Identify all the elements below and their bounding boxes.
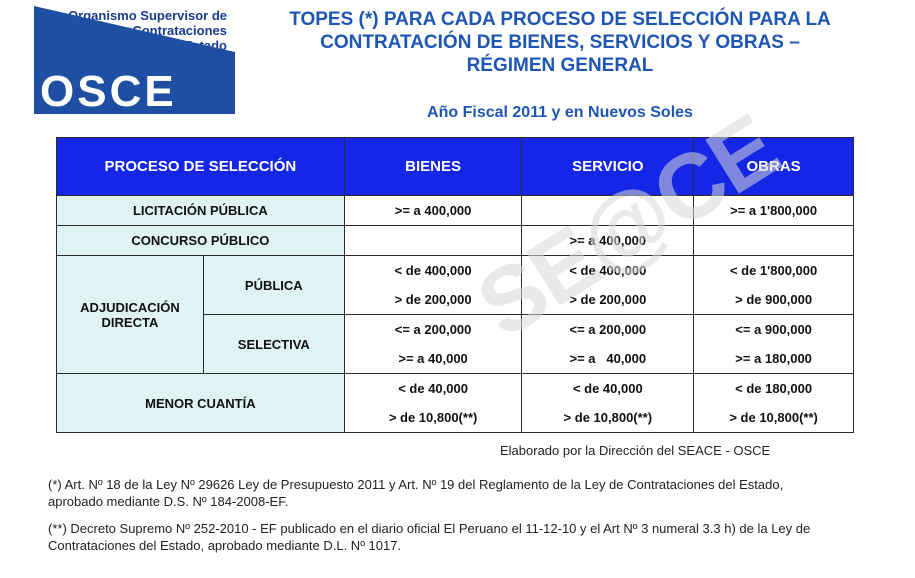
licitacion-bienes: >= a 400,000: [343, 195, 523, 226]
header-servicio: SERVICIO: [521, 137, 695, 196]
adjudicacion-label-line2: DIRECTA: [101, 314, 159, 330]
publica-servicio-min: > de 200,000: [569, 292, 647, 307]
selectiva-bienes-min: >= a 40,000: [398, 351, 468, 366]
header-bienes: BIENES: [343, 137, 523, 196]
row-concurso: CONCURSO PÚBLICO >= a 400,000: [56, 225, 854, 256]
logo-shape: [34, 6, 235, 114]
title-line2: CONTRATACIÓN DE BIENES, SERVICIOS Y OBRA…: [320, 32, 800, 53]
header-proceso: PROCESO DE SELECCIÓN: [56, 137, 345, 196]
table-header-row: PROCESO DE SELECCIÓN BIENES SERVICIO OBR…: [56, 137, 854, 196]
row-adjudicacion-selectiva: SELECTIVA <= a 200,000 >= a 40,000 <= a …: [57, 314, 854, 374]
header-obras: OBRAS: [693, 137, 854, 196]
logo-org-line1: Organismo Supervisor de: [68, 8, 227, 23]
osce-logo: Organismo Supervisor de las Contratacion…: [34, 6, 235, 114]
selectiva-bienes-max: <= a 200,000: [394, 322, 472, 337]
adjudicacion-label: ADJUDICACIÓN DIRECTA: [56, 255, 204, 374]
footnote-1: (*) Art. Nº 18 de la Ley Nº 29626 Ley de…: [48, 477, 784, 509]
selectiva-obras-max: <= a 900,000: [735, 322, 812, 337]
menor-servicio: < de 40,000 > de 10,800(**): [521, 373, 695, 433]
title-line3: RÉGIMEN GENERAL: [466, 55, 654, 76]
title-line1: TOPES (*) PARA CADA PROCESO DE SELECCIÓN…: [289, 9, 831, 30]
menor-bienes-min: > de 10,800(**): [388, 410, 478, 425]
publica-bienes: < de 400,000 > de 200,000: [343, 255, 523, 315]
menor-obras-max: < de 180,000: [735, 381, 813, 396]
selectiva-obras-min: >= a 180,000: [735, 351, 812, 366]
selectiva-bienes: <= a 200,000 >= a 40,000: [343, 314, 523, 374]
publica-obras: < de 1'800,000 > de 900,000: [693, 255, 854, 315]
publica-bienes-min: > de 200,000: [394, 292, 472, 307]
concurso-bienes: [343, 225, 523, 256]
menor-label: MENOR CUANTÍA: [56, 373, 345, 433]
licitacion-servicio: [521, 195, 695, 226]
row-adjudicacion-publica: ADJUDICACIÓN DIRECTA PÚBLICA < de 400,00…: [56, 255, 854, 374]
licitacion-label: LICITACIÓN PÚBLICA: [56, 195, 345, 226]
selectiva-label: SELECTIVA: [202, 314, 345, 374]
menor-servicio-min: > de 10,800(**): [563, 410, 653, 425]
page-subtitle: Año Fiscal 2011 y en Nuevos Soles: [427, 104, 693, 121]
selectiva-obras: <= a 900,000 >= a 180,000: [693, 314, 854, 374]
menor-bienes-max: < de 40,000: [398, 381, 468, 396]
row-menor-cuantia: MENOR CUANTÍA < de 40,000 > de 10,800(**…: [56, 373, 854, 433]
publica-obras-max: < de 1'800,000: [729, 263, 818, 278]
selectiva-servicio-min: >= a 40,000: [569, 351, 647, 366]
page-title: TOPES (*) PARA CADA PROCESO DE SELECCIÓN…: [240, 8, 880, 77]
credit-line: Elaborado por la Dirección del SEACE - O…: [500, 443, 771, 458]
topes-table: PROCESO DE SELECCIÓN BIENES SERVICIO OBR…: [56, 137, 854, 433]
adjudicacion-label-line1: ADJUDICACIÓN: [80, 299, 180, 315]
publica-obras-min: > de 900,000: [735, 292, 813, 307]
footnote-2: (**) Decreto Supremo Nº 252-2010 - EF pu…: [48, 521, 811, 553]
logo-acronym: OSCE: [40, 67, 177, 116]
publica-servicio-max: < de 400,000: [569, 263, 647, 278]
selectiva-servicio-max: <= a 200,000: [569, 322, 647, 337]
publica-bienes-max: < de 400,000: [394, 263, 472, 278]
concurso-servicio: >= a 400,000: [521, 225, 695, 256]
menor-bienes: < de 40,000 > de 10,800(**): [343, 373, 523, 433]
menor-obras: < de 180,000 > de 10,800(**): [693, 373, 854, 433]
publica-servicio: < de 400,000 > de 200,000: [521, 255, 695, 315]
menor-servicio-max: < de 40,000: [572, 381, 643, 396]
publica-label: PÚBLICA: [202, 255, 345, 315]
menor-obras-min: > de 10,800(**): [729, 410, 818, 425]
concurso-label: CONCURSO PÚBLICO: [56, 225, 345, 256]
